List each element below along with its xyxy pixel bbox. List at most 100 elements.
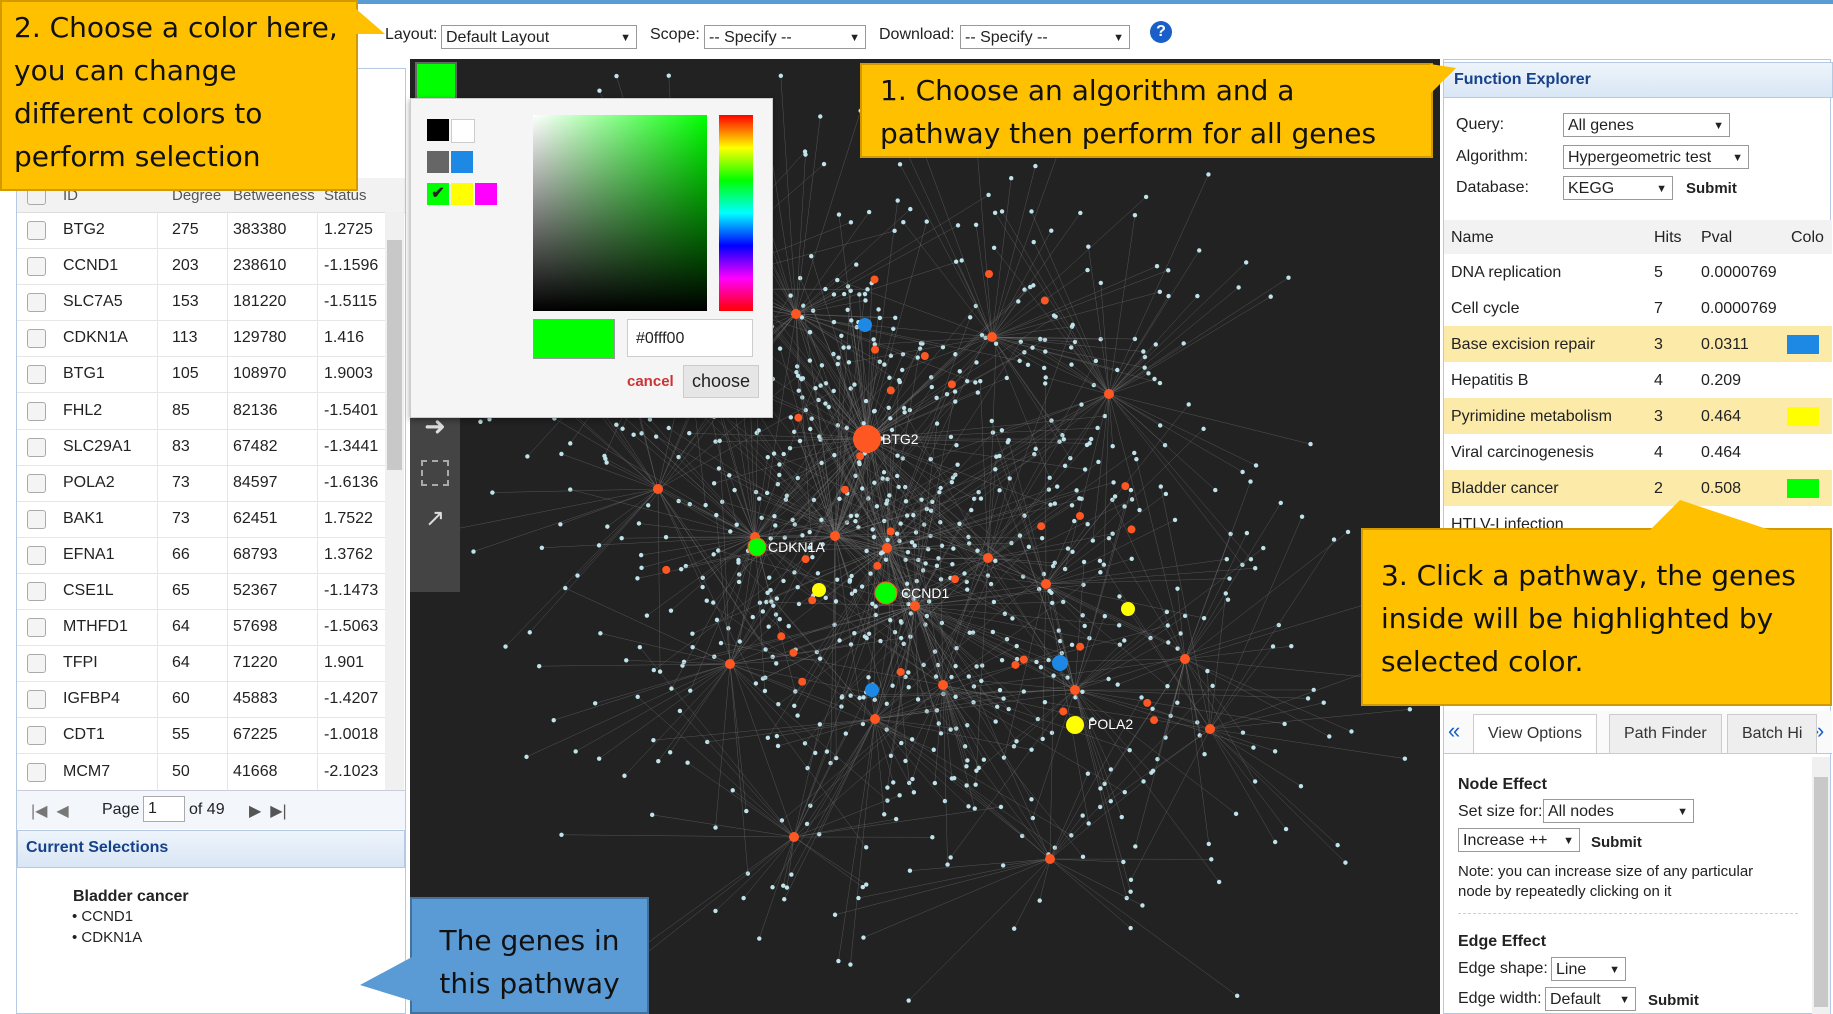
checkbox[interactable] [27,510,46,529]
node [635,576,639,580]
saturation-area[interactable] [533,115,707,311]
node [1029,797,1033,801]
cell: POLA2 [63,474,115,492]
cell-divider [157,501,158,537]
database-select[interactable]: KEGG [1563,176,1673,200]
swatch[interactable] [427,119,449,141]
node [1098,559,1102,563]
submit-button[interactable]: Submit [1591,834,1642,851]
checkbox[interactable] [27,726,46,745]
cell-divider [227,754,228,790]
hex-input[interactable]: #0fff00 [627,319,753,357]
cell: 57698 [233,618,278,636]
node [1251,745,1255,749]
node [871,527,875,531]
node [1327,734,1331,738]
node [1127,525,1135,533]
checkbox[interactable] [27,365,46,384]
node [735,523,739,527]
help-icon[interactable]: ? [1150,21,1172,43]
node [1146,371,1150,375]
node [910,540,914,544]
node [1086,244,1090,248]
node [1109,767,1113,771]
increase-select[interactable]: Increase ++ [1458,828,1580,852]
node [1001,696,1005,700]
checkbox[interactable] [27,582,46,601]
submit-button[interactable]: Submit [1648,992,1699,1009]
node [712,481,716,485]
highlight-node [853,425,881,453]
node [899,741,903,745]
cell: 85 [172,402,190,420]
scope-select[interactable]: -- Specify -- [704,25,866,49]
checkbox[interactable] [27,763,46,782]
download-select[interactable]: -- Specify -- [960,25,1130,49]
node [895,474,899,478]
swatch[interactable] [475,183,497,205]
swatch[interactable] [451,119,475,143]
cell: 50 [172,763,190,781]
swatch[interactable] [427,151,449,173]
color-button[interactable] [415,62,457,100]
checkbox[interactable] [27,690,46,709]
cell: 0.0000769 [1701,264,1777,282]
checkbox[interactable] [27,546,46,565]
node [951,575,959,583]
swatch[interactable] [451,183,473,205]
query-select[interactable]: All genes [1563,113,1730,137]
node [863,292,867,296]
cell-divider [317,501,318,537]
checkbox[interactable] [27,293,46,312]
cell: -2.1023 [324,763,378,781]
node [808,358,812,362]
node [478,420,482,424]
checkbox[interactable] [27,438,46,457]
swatch[interactable] [451,151,473,173]
shape-select[interactable]: Line [1551,957,1626,981]
size-select[interactable]: All nodes [1543,799,1694,823]
page-input[interactable]: 1 [143,796,185,822]
scrollbar[interactable] [385,212,404,792]
node [1032,240,1036,244]
checkbox[interactable] [27,257,46,276]
tab-prev[interactable]: « [1448,718,1460,744]
checkbox[interactable] [27,654,46,673]
node [761,609,765,613]
node [604,460,608,464]
node [758,601,762,605]
layout-select[interactable]: Default Layout [441,25,637,49]
algorithm-select[interactable]: Hypergeometric test [1563,145,1749,169]
checkbox[interactable] [27,329,46,348]
callout: 2. Choose a color here, you can change d… [0,0,358,191]
checkbox[interactable] [27,402,46,421]
swatch[interactable]: ✔ [427,183,449,205]
tab[interactable]: Path Finder [1609,714,1722,754]
node [741,896,745,900]
width-select[interactable]: Default [1545,987,1636,1011]
node [775,596,779,600]
node [737,580,741,584]
node [777,632,785,640]
checkbox[interactable] [27,221,46,240]
node [1134,457,1138,461]
node [1071,323,1075,327]
node [1059,707,1067,715]
tab[interactable]: Batch Hi [1727,714,1817,754]
node [651,738,655,742]
hue-slider[interactable] [719,115,753,311]
node [1050,731,1054,735]
node [998,688,1002,692]
node [1043,381,1047,385]
node [893,316,897,320]
cell-divider [157,681,158,717]
submit-button[interactable]: Submit [1686,180,1737,197]
cancel-button[interactable]: cancel [627,373,674,390]
node [773,523,777,527]
checkbox[interactable] [27,474,46,493]
choose-button[interactable]: choose [683,365,759,398]
checkbox[interactable] [27,618,46,637]
tab[interactable]: View Options [1473,714,1597,753]
scrollbar[interactable] [1812,757,1830,1014]
node [602,454,606,458]
